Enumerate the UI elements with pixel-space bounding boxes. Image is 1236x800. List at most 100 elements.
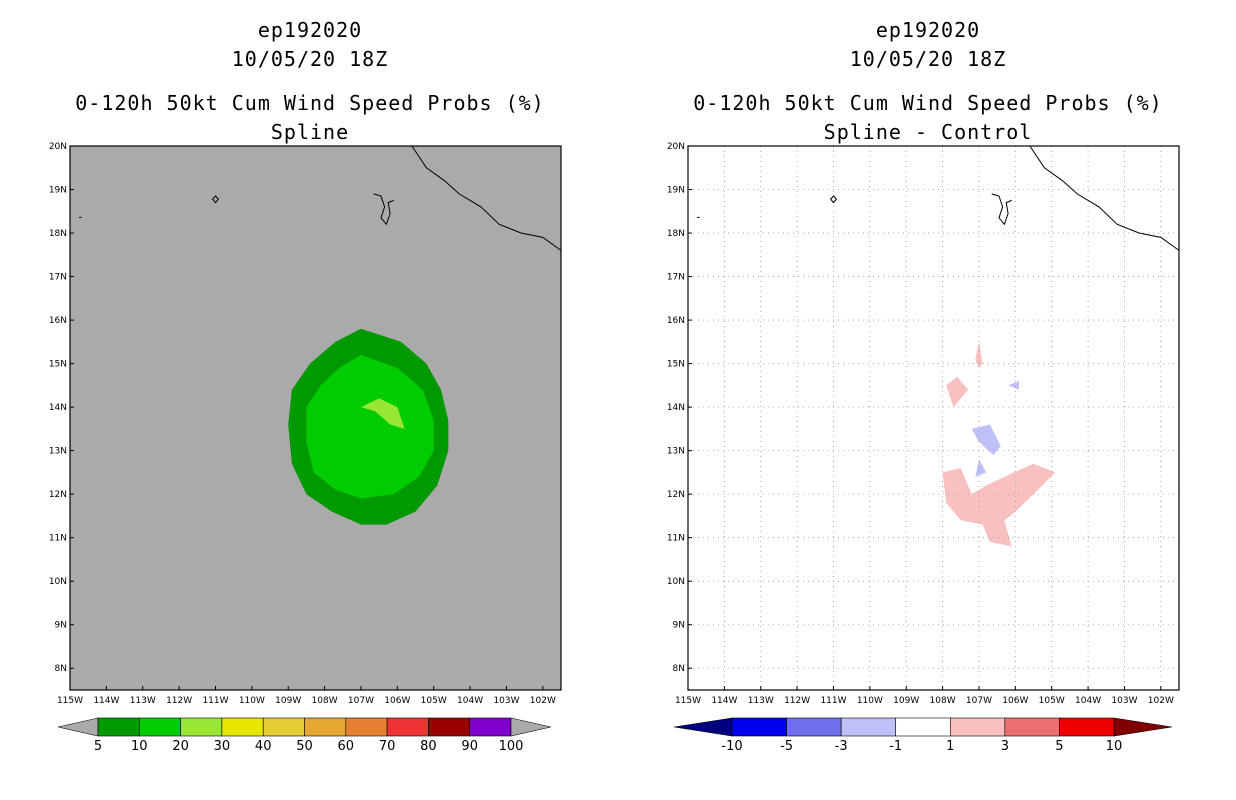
left-title-storm-id: ep192020 (257, 18, 363, 42)
island-socorro (211, 195, 220, 204)
colorbar-bin (345, 717, 388, 737)
left-title-run: Spline (270, 120, 350, 144)
y-tick-label: 16N (49, 316, 67, 326)
coastline-mexico (1029, 145, 1180, 251)
colorbar-tick-label: 60 (338, 739, 355, 754)
colorbar-tick-label: 70 (379, 739, 396, 754)
right-title-product: 0-120h 50kt Cum Wind Speed Probs (%) (693, 91, 1163, 115)
colorbar-tick-label: -5 (780, 739, 793, 754)
islands-marias (373, 193, 394, 226)
colorbar-bin (895, 717, 951, 737)
y-tick-label: 8N (55, 664, 67, 674)
contour-3 (971, 424, 1001, 455)
x-tick-label: 113W (130, 696, 156, 706)
map-frame (687, 145, 1180, 691)
x-tick-label: 111W (820, 696, 846, 706)
colorbar-tick-label: 5 (94, 739, 102, 754)
y-tick-label: 15N (667, 360, 685, 370)
colorbar-tick-label: 50 (296, 739, 313, 754)
x-tick-label: 110W (857, 696, 883, 706)
right-title-storm-id: ep192020 (875, 18, 981, 42)
x-tick-label: 112W (166, 696, 192, 706)
contour-4 (975, 459, 987, 477)
colorbar-bin (97, 717, 140, 737)
colorbar-bin (1059, 717, 1115, 737)
map-frame (69, 145, 562, 691)
left-map-panel: 115W 114W 113W 112W 111W 110W 109W 108W 107W 106W… (49, 142, 562, 706)
islands-marias (991, 193, 1012, 226)
y-tick-label: 11N (667, 534, 685, 544)
colorbar-bin (786, 717, 842, 737)
x-tick-label: 104W (457, 696, 483, 706)
colorbar-over-arrow (1113, 717, 1173, 737)
colorbar-tick-label: 3 (1001, 739, 1009, 754)
y-tick-label: 14N (49, 403, 67, 413)
x-tick-label: 108W (312, 696, 338, 706)
colorbar-tick-label: 5 (1055, 739, 1063, 754)
colorbar-bin (262, 717, 305, 737)
colorbar-bin (428, 717, 470, 737)
x-tick-label: 114W (93, 696, 119, 706)
contour-0 (975, 341, 983, 368)
island-socorro (829, 195, 838, 204)
y-tick-label: 20N (49, 142, 67, 152)
colorbar-tick-label: -3 (835, 739, 848, 754)
colorbar-tick-label: -10 (721, 739, 742, 754)
colorbar-tick-label: 1 (946, 739, 954, 754)
right-title-run: Spline - Control (823, 120, 1033, 144)
y-tick-label: 12N (49, 490, 67, 500)
map-background (688, 146, 1179, 690)
x-tick-label: 115W (57, 696, 83, 706)
right-colorbar: -10 -5 -3 -1 1 3 5 10 (673, 717, 1173, 754)
colorbar-tick-label: -1 (889, 739, 902, 754)
colorbar-bin (731, 717, 787, 737)
x-tick-label: 106W (384, 696, 410, 706)
left-title-product: 0-120h 50kt Cum Wind Speed Probs (%) (75, 91, 545, 115)
contour-2 (1008, 381, 1019, 390)
colorbar-under-arrow (57, 717, 99, 737)
x-tick-label: 103W (1111, 696, 1137, 706)
colorbar-tick-label: 90 (461, 739, 478, 754)
x-tick-label: 102W (1148, 696, 1174, 706)
left-title-datetime: 10/05/20 18Z (231, 47, 389, 71)
colorbar-bin (221, 717, 264, 737)
y-tick-label: 13N (667, 447, 685, 457)
coastline-mexico (411, 145, 562, 251)
colorbar-bin (469, 717, 512, 737)
colorbar-bin (1004, 717, 1060, 737)
y-tick-label: 10N (49, 577, 67, 587)
y-tick-label: 15N (49, 360, 67, 370)
y-tick-label: 12N (667, 490, 685, 500)
y-tick-label: 17N (49, 273, 67, 283)
colorbar-over-arrow (510, 717, 552, 737)
y-tick-label: 17N (667, 273, 685, 283)
colorbar-bin (386, 717, 429, 737)
x-tick-label: 115W (675, 696, 701, 706)
y-tick-label: 14N (667, 403, 685, 413)
x-tick-label: 107W (348, 696, 374, 706)
x-tick-label: 105W (421, 696, 447, 706)
contour-2 (361, 398, 405, 429)
contour-5 (942, 463, 1056, 547)
x-tick-label: 109W (275, 696, 301, 706)
colorbar-tick-label: 100 (499, 739, 524, 754)
y-tick-label: 9N (55, 621, 67, 631)
y-tick-label: 8N (673, 664, 685, 674)
x-tick-label: 111W (202, 696, 228, 706)
x-tick-label: 104W (1075, 696, 1101, 706)
colorbar-bin (139, 717, 181, 737)
x-tick-label: 106W (1002, 696, 1028, 706)
colorbar-bin (304, 717, 347, 737)
x-tick-label: 108W (930, 696, 956, 706)
right-title-datetime: 10/05/20 18Z (849, 47, 1007, 71)
y-tick-label: 16N (667, 316, 685, 326)
colorbar-tick-label: 40 (255, 739, 272, 754)
colorbar-bin (949, 717, 1006, 737)
right-map-panel: 115W 114W 113W 112W 111W 110W 109W 108W 107W 106W… (667, 142, 1180, 706)
y-tick-label: 13N (49, 447, 67, 457)
colorbar-bin (180, 717, 223, 737)
x-tick-label: 103W (493, 696, 519, 706)
y-tick-label: 19N (667, 186, 685, 196)
colorbar-tick-label: 80 (420, 739, 437, 754)
